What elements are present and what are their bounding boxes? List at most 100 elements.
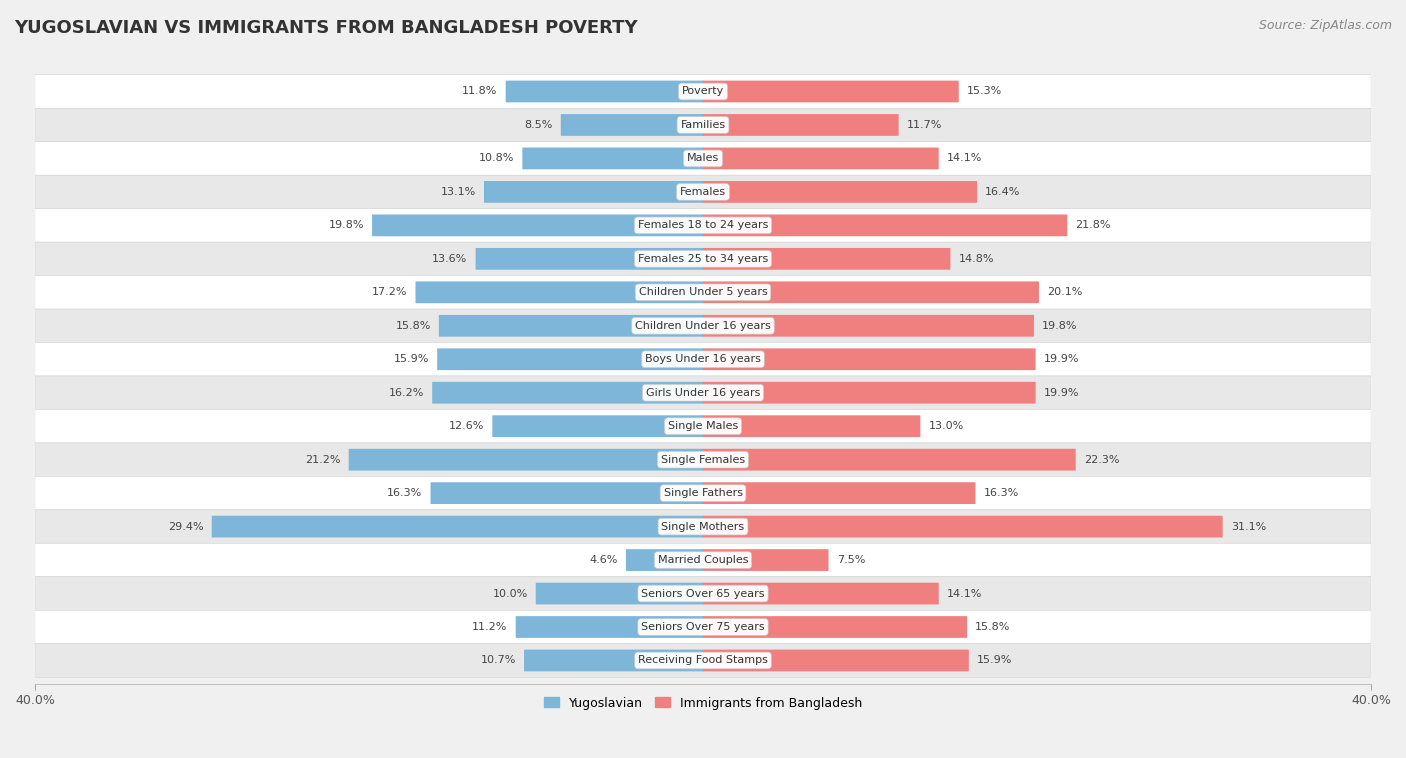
FancyBboxPatch shape [373, 215, 703, 236]
Text: 14.1%: 14.1% [946, 588, 983, 599]
FancyBboxPatch shape [703, 650, 969, 672]
FancyBboxPatch shape [703, 616, 967, 638]
FancyBboxPatch shape [439, 315, 703, 337]
Text: 21.8%: 21.8% [1076, 221, 1111, 230]
FancyBboxPatch shape [703, 515, 1223, 537]
Text: Females: Females [681, 187, 725, 197]
FancyBboxPatch shape [35, 208, 1371, 242]
Text: 15.8%: 15.8% [395, 321, 430, 330]
Text: Single Females: Single Females [661, 455, 745, 465]
Text: 20.1%: 20.1% [1047, 287, 1083, 297]
FancyBboxPatch shape [703, 281, 1039, 303]
Text: 11.8%: 11.8% [463, 86, 498, 96]
FancyBboxPatch shape [703, 181, 977, 203]
Text: 14.8%: 14.8% [959, 254, 994, 264]
Text: 11.7%: 11.7% [907, 120, 942, 130]
Text: 31.1%: 31.1% [1230, 522, 1265, 531]
Text: 16.3%: 16.3% [387, 488, 422, 498]
Text: 16.2%: 16.2% [388, 388, 425, 398]
FancyBboxPatch shape [416, 281, 703, 303]
FancyBboxPatch shape [561, 114, 703, 136]
FancyBboxPatch shape [35, 276, 1371, 309]
Text: 13.1%: 13.1% [440, 187, 475, 197]
Text: Single Males: Single Males [668, 421, 738, 431]
Text: 15.3%: 15.3% [967, 86, 1002, 96]
FancyBboxPatch shape [703, 215, 1067, 236]
Text: 16.3%: 16.3% [984, 488, 1019, 498]
Text: Females 25 to 34 years: Females 25 to 34 years [638, 254, 768, 264]
Text: Children Under 5 years: Children Under 5 years [638, 287, 768, 297]
Text: Children Under 16 years: Children Under 16 years [636, 321, 770, 330]
FancyBboxPatch shape [432, 382, 703, 403]
Text: Boys Under 16 years: Boys Under 16 years [645, 354, 761, 365]
FancyBboxPatch shape [35, 175, 1371, 208]
FancyBboxPatch shape [475, 248, 703, 270]
FancyBboxPatch shape [35, 610, 1371, 644]
FancyBboxPatch shape [35, 577, 1371, 610]
Text: 15.9%: 15.9% [394, 354, 429, 365]
FancyBboxPatch shape [516, 616, 703, 638]
FancyBboxPatch shape [35, 75, 1371, 108]
Text: Married Couples: Married Couples [658, 555, 748, 565]
FancyBboxPatch shape [35, 108, 1371, 142]
Text: Receiving Food Stamps: Receiving Food Stamps [638, 656, 768, 666]
Text: 13.6%: 13.6% [432, 254, 468, 264]
Text: Seniors Over 75 years: Seniors Over 75 years [641, 622, 765, 632]
Text: 11.2%: 11.2% [472, 622, 508, 632]
Text: 8.5%: 8.5% [524, 120, 553, 130]
Text: Females 18 to 24 years: Females 18 to 24 years [638, 221, 768, 230]
FancyBboxPatch shape [703, 382, 1036, 403]
FancyBboxPatch shape [35, 476, 1371, 510]
Text: 15.9%: 15.9% [977, 656, 1012, 666]
FancyBboxPatch shape [437, 349, 703, 370]
FancyBboxPatch shape [349, 449, 703, 471]
Text: Families: Families [681, 120, 725, 130]
Text: 19.8%: 19.8% [1042, 321, 1077, 330]
Text: 16.4%: 16.4% [986, 187, 1021, 197]
FancyBboxPatch shape [484, 181, 703, 203]
Text: 22.3%: 22.3% [1084, 455, 1119, 465]
FancyBboxPatch shape [703, 315, 1033, 337]
Text: 19.9%: 19.9% [1043, 354, 1080, 365]
Text: Single Mothers: Single Mothers [661, 522, 745, 531]
FancyBboxPatch shape [35, 309, 1371, 343]
Text: 29.4%: 29.4% [167, 522, 204, 531]
FancyBboxPatch shape [703, 349, 1036, 370]
FancyBboxPatch shape [492, 415, 703, 437]
FancyBboxPatch shape [35, 543, 1371, 577]
Text: Seniors Over 65 years: Seniors Over 65 years [641, 588, 765, 599]
Text: 17.2%: 17.2% [371, 287, 408, 297]
Text: 14.1%: 14.1% [946, 153, 983, 164]
Text: 12.6%: 12.6% [449, 421, 484, 431]
Text: Single Fathers: Single Fathers [664, 488, 742, 498]
FancyBboxPatch shape [523, 148, 703, 169]
Text: 19.9%: 19.9% [1043, 388, 1080, 398]
FancyBboxPatch shape [626, 550, 703, 571]
FancyBboxPatch shape [35, 343, 1371, 376]
Text: Poverty: Poverty [682, 86, 724, 96]
Text: 19.8%: 19.8% [329, 221, 364, 230]
FancyBboxPatch shape [35, 142, 1371, 175]
Text: 21.2%: 21.2% [305, 455, 340, 465]
Text: YUGOSLAVIAN VS IMMIGRANTS FROM BANGLADESH POVERTY: YUGOSLAVIAN VS IMMIGRANTS FROM BANGLADES… [14, 19, 638, 37]
FancyBboxPatch shape [703, 148, 939, 169]
FancyBboxPatch shape [35, 644, 1371, 677]
FancyBboxPatch shape [430, 482, 703, 504]
Text: 13.0%: 13.0% [928, 421, 963, 431]
FancyBboxPatch shape [703, 583, 939, 604]
FancyBboxPatch shape [703, 248, 950, 270]
FancyBboxPatch shape [35, 409, 1371, 443]
FancyBboxPatch shape [524, 650, 703, 672]
FancyBboxPatch shape [536, 583, 703, 604]
Text: 10.0%: 10.0% [492, 588, 527, 599]
FancyBboxPatch shape [703, 80, 959, 102]
FancyBboxPatch shape [703, 550, 828, 571]
Text: 10.8%: 10.8% [479, 153, 515, 164]
Text: 10.7%: 10.7% [481, 656, 516, 666]
FancyBboxPatch shape [703, 114, 898, 136]
FancyBboxPatch shape [506, 80, 703, 102]
Legend: Yugoslavian, Immigrants from Bangladesh: Yugoslavian, Immigrants from Bangladesh [538, 691, 868, 715]
FancyBboxPatch shape [35, 376, 1371, 409]
Text: 4.6%: 4.6% [589, 555, 617, 565]
Text: Source: ZipAtlas.com: Source: ZipAtlas.com [1258, 19, 1392, 32]
